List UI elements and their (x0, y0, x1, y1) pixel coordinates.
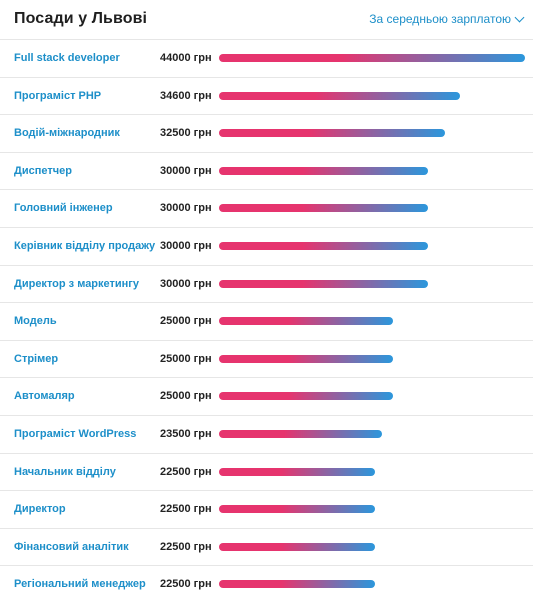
salary-bar-track (219, 91, 525, 100)
salary-bar (219, 317, 393, 326)
position-link[interactable]: Керівник відділу продажу (14, 239, 156, 252)
salary-bar-track (219, 241, 525, 250)
salary-value: 30000 грн (160, 164, 212, 177)
salary-bar (219, 505, 375, 514)
list-item: Директор 22500 грн (0, 490, 533, 528)
salary-bar (219, 354, 393, 363)
panel-header: Посади у Львові За середньою зарплатою (0, 0, 533, 40)
salary-value: 23500 грн (160, 427, 212, 440)
list-item: Головний інженер 30000 грн (0, 189, 533, 227)
positions-list: Full stack developer 44000 грн Програміст … (0, 39, 533, 603)
position-link[interactable]: Директор з маркетингу (14, 277, 140, 290)
position-link[interactable]: Full stack developer (14, 52, 120, 64)
salary-bar-track (219, 467, 525, 476)
list-item: Модель 25000 грн (0, 302, 533, 340)
list-item: Full stack developer 44000 грн (0, 39, 533, 77)
salary-bar (219, 467, 375, 476)
position-link[interactable]: Автомаляр (14, 390, 75, 403)
position-link[interactable]: Стрімер (14, 352, 59, 365)
list-item: Автомаляр 25000 грн (0, 377, 533, 415)
salary-bar (219, 241, 428, 250)
list-item: Керівник відділу продажу 30000 грн (0, 226, 533, 265)
position-link[interactable]: Регіональний менеджер (14, 578, 146, 591)
salary-value: 25000 грн (160, 315, 212, 328)
salary-bar-track (219, 505, 525, 514)
chevron-down-icon (514, 12, 525, 22)
salary-bar-track (219, 354, 525, 363)
salary-bar (219, 91, 460, 100)
sort-dropdown[interactable]: За середньою зарплатою (369, 12, 525, 26)
salary-value: 30000 грн (160, 202, 212, 215)
salary-bar-track (219, 580, 525, 589)
salary-bar (219, 54, 525, 62)
salary-bar-track (219, 129, 525, 138)
position-link[interactable]: Начальник відділу (14, 465, 116, 478)
salary-bar-track (219, 542, 525, 551)
salary-bar (219, 580, 375, 589)
salary-bar (219, 279, 428, 288)
salary-bar-track (219, 392, 525, 401)
salary-bar-track (219, 54, 525, 62)
list-item: Начальник відділу 22500 грн (0, 452, 533, 491)
position-link[interactable]: Директор (14, 503, 66, 516)
salary-bar-track (219, 279, 525, 288)
list-item: Директор з маркетингу 30000 грн (0, 264, 533, 303)
page-title: Посади у Львові (14, 10, 148, 27)
salary-bar (219, 166, 428, 175)
list-item: Регіональний менеджер 22500 грн (0, 565, 533, 603)
sort-dropdown-label: За середньою зарплатою (369, 12, 511, 26)
position-link[interactable]: Програміст WordPress (14, 427, 137, 440)
position-link[interactable]: Фінансовий аналітик (14, 540, 129, 553)
list-item: Програміст PHP 34600 грн (0, 76, 533, 115)
salary-value: 44000 грн (160, 52, 212, 64)
position-link[interactable]: Програміст PHP (14, 89, 102, 102)
salary-value: 22500 грн (160, 465, 212, 478)
salary-value: 30000 грн (160, 277, 212, 290)
salary-bar-track (219, 429, 525, 438)
salary-value: 30000 грн (160, 239, 212, 252)
salary-bar (219, 204, 428, 213)
list-item: Програміст WordPress 23500 грн (0, 414, 533, 453)
position-link[interactable]: Головний інженер (14, 202, 113, 215)
salary-bar (219, 392, 393, 401)
position-link[interactable]: Водій-міжнародник (14, 127, 120, 140)
salary-value: 34600 грн (160, 89, 212, 102)
list-item: Стрімер 25000 грн (0, 339, 533, 378)
salary-bar-track (219, 204, 525, 213)
salary-value: 25000 грн (160, 390, 212, 403)
list-item: Диспетчер 30000 грн (0, 151, 533, 190)
salary-bar-track (219, 317, 525, 326)
salary-value: 22500 грн (160, 578, 212, 591)
salary-bar (219, 429, 382, 438)
salary-value: 25000 грн (160, 352, 212, 365)
salary-bar-track (219, 166, 525, 175)
salary-value: 32500 грн (160, 127, 212, 140)
list-item: Фінансовий аналітик 22500 грн (0, 527, 533, 566)
list-item: Водій-міжнародник 32500 грн (0, 114, 533, 152)
salary-bar (219, 129, 445, 138)
position-link[interactable]: Диспетчер (14, 164, 72, 177)
salary-bar (219, 542, 375, 551)
salary-value: 22500 грн (160, 503, 212, 516)
salary-value: 22500 грн (160, 540, 212, 553)
position-link[interactable]: Модель (14, 315, 57, 328)
